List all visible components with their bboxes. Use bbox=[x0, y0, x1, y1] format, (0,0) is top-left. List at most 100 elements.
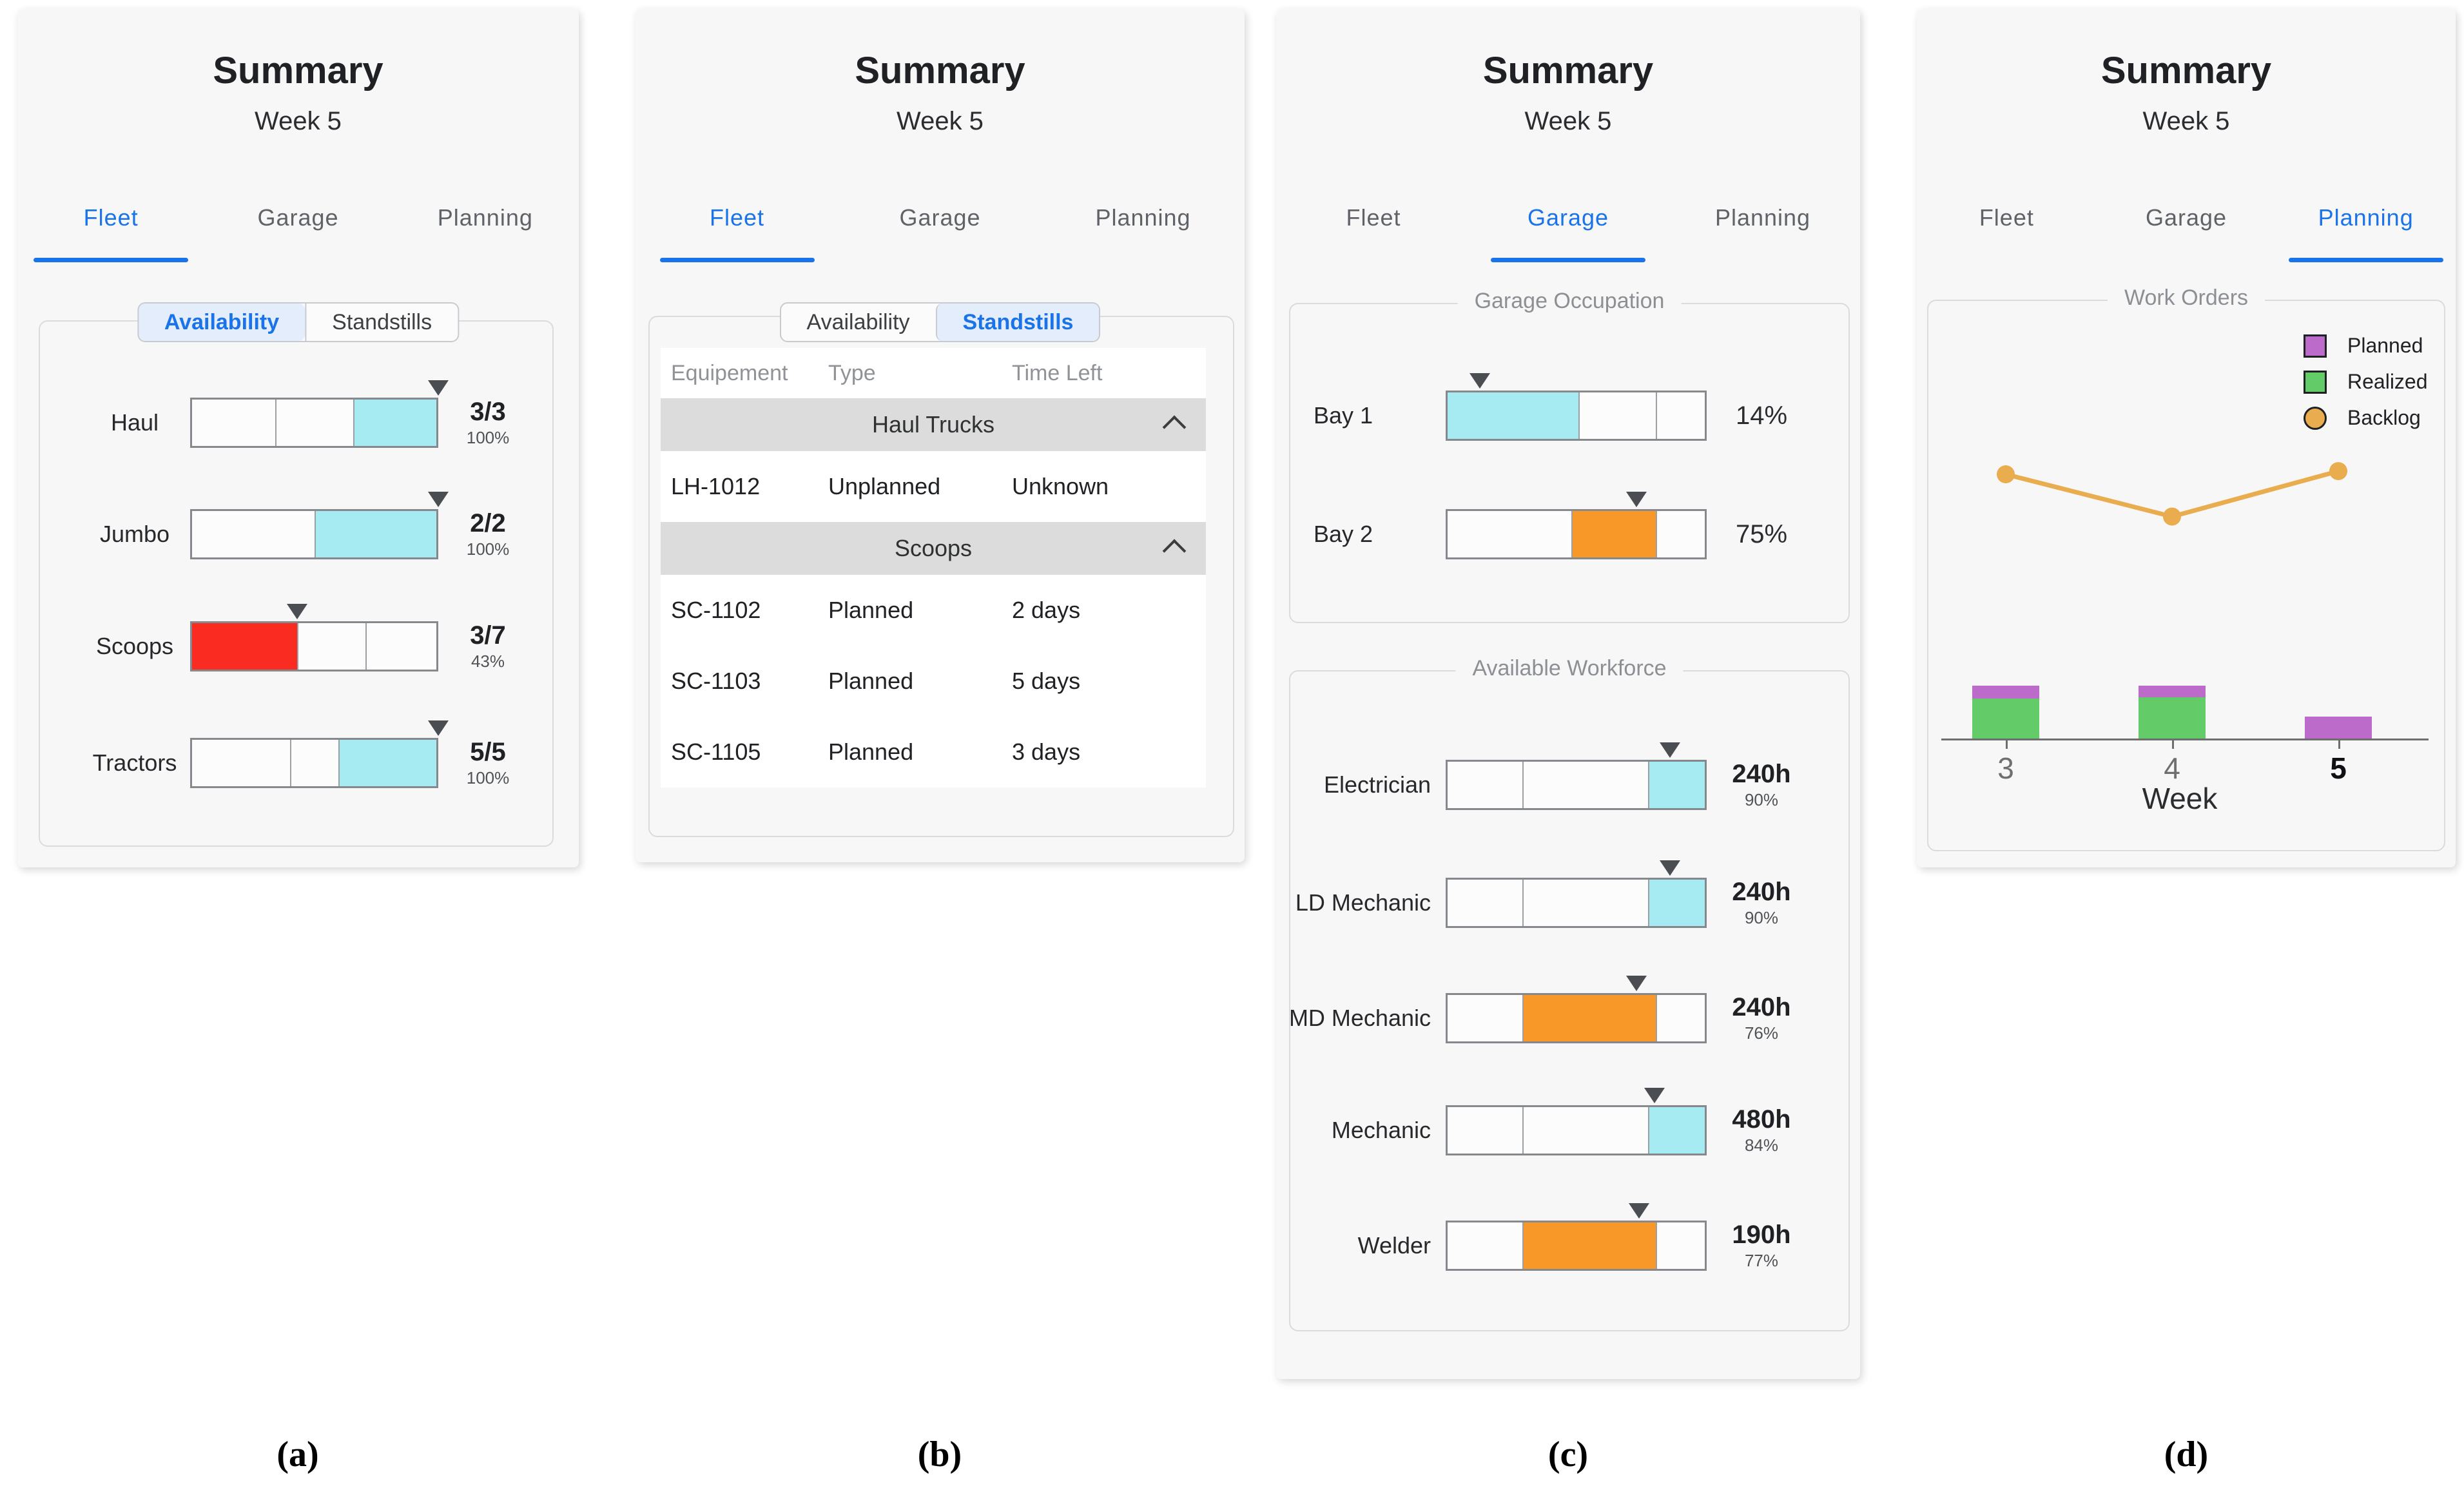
cell-type: Unplanned bbox=[828, 473, 941, 499]
cell-type: Planned bbox=[828, 739, 914, 765]
bar-segment-orange bbox=[1522, 1222, 1656, 1269]
garage-occupation-rows: Bay 1 14% Bay 2 75% bbox=[1276, 9, 1860, 1379]
bar-row-label: Bay 2 bbox=[1313, 521, 1373, 547]
bar-realized-week-3 bbox=[1972, 698, 2039, 739]
table-group-header-haul-trucks[interactable]: Haul Trucks bbox=[661, 398, 1206, 451]
table-row: LH-1012 Unplanned Unknown bbox=[661, 451, 1206, 522]
bar-segment-white bbox=[1448, 511, 1571, 557]
bar-segment-white bbox=[1656, 1222, 1705, 1269]
cell-type: Planned bbox=[828, 597, 914, 623]
target-marker-icon bbox=[1628, 1203, 1649, 1219]
chevron-up-icon[interactable] bbox=[1162, 415, 1187, 439]
page-title: Summary bbox=[2100, 50, 2272, 92]
bar-row-jumbo: Jumbo 2/2 100% bbox=[17, 492, 579, 559]
available-workforce-rows: Electrician 240h 90% LD Mechanic 240h 90% MD M… bbox=[1276, 9, 1860, 1379]
legend-realized-swatch-icon bbox=[2304, 370, 2327, 394]
bar-segment-cyan bbox=[353, 400, 436, 446]
active-tab-indicator bbox=[659, 258, 815, 262]
backlog-line bbox=[2005, 468, 2339, 519]
week-subtitle: Week 5 bbox=[255, 107, 342, 135]
bar-segment-white bbox=[192, 740, 290, 786]
toggle-chip-availability[interactable]: Availability bbox=[138, 304, 306, 341]
tab-garage[interactable]: Garage bbox=[839, 193, 1042, 262]
x-tick-label-3: 3 bbox=[1997, 751, 2014, 785]
tab-planning[interactable]: Planning bbox=[392, 193, 579, 262]
legend-backlog-swatch-icon bbox=[2304, 406, 2327, 430]
bar-segment-cyan bbox=[1448, 392, 1579, 439]
bar-value: 3/7 43% bbox=[443, 621, 533, 671]
bar-row-label: Electrician bbox=[1323, 771, 1431, 798]
value-percent: 100% bbox=[466, 428, 510, 447]
capacity-bar bbox=[1446, 1221, 1707, 1271]
value-main: 5/5 bbox=[470, 738, 506, 766]
toggle-chip-availability[interactable]: Availability bbox=[806, 310, 910, 334]
tab-label: Planning bbox=[437, 204, 533, 231]
column-header-time-left: Time Left bbox=[1012, 360, 1103, 385]
toggle-chip-standstills[interactable]: Standstills bbox=[305, 304, 458, 341]
target-marker-icon bbox=[1625, 492, 1647, 507]
tab-planning[interactable]: Planning bbox=[1665, 193, 1860, 262]
tab-fleet[interactable]: Fleet bbox=[1917, 193, 2097, 262]
bar-segment-white bbox=[1578, 392, 1656, 439]
target-marker-icon bbox=[1644, 1088, 1665, 1103]
tab-planning[interactable]: Planning bbox=[1042, 193, 1245, 262]
tab-garage[interactable]: Garage bbox=[204, 193, 391, 262]
value-main: 14% bbox=[1735, 401, 1788, 430]
tab-bar: Fleet Garage Planning bbox=[17, 193, 579, 262]
bar-segment-white bbox=[1656, 511, 1705, 557]
bar-segment-white bbox=[1448, 762, 1522, 808]
garage-occupation-card: Garage Occupation bbox=[1289, 289, 1850, 623]
bar-segment-white bbox=[1656, 392, 1705, 439]
tab-label: Planning bbox=[1714, 204, 1811, 231]
tab-fleet[interactable]: Fleet bbox=[635, 193, 839, 262]
page-title: Summary bbox=[855, 50, 1025, 92]
target-marker-icon bbox=[1469, 373, 1490, 389]
figure-caption-d: (d) bbox=[2164, 1434, 2209, 1474]
tab-garage[interactable]: Garage bbox=[1471, 193, 1665, 262]
bar-row-electrician: Electrician 240h 90% bbox=[1276, 742, 1860, 810]
tab-fleet[interactable]: Fleet bbox=[1276, 193, 1471, 262]
chevron-up-icon[interactable] bbox=[1162, 539, 1187, 563]
figure-caption-c: (c) bbox=[1547, 1434, 1589, 1474]
bar-row-scoops: Scoops 3/7 43% bbox=[17, 604, 579, 671]
bar-segment-cyan bbox=[1648, 880, 1705, 926]
toggle-chip-standstills[interactable]: Standstills bbox=[935, 304, 1100, 341]
bar-row-tractors: Tractors 5/5 100% bbox=[17, 720, 579, 788]
bar-segment-cyan bbox=[1648, 762, 1705, 808]
x-axis-tick bbox=[2006, 739, 2008, 749]
capacity-bar bbox=[190, 398, 438, 448]
bar-row-label: Haul bbox=[110, 409, 159, 436]
cell-equipment: SC-1105 bbox=[671, 739, 761, 765]
bar-row-bay-2: Bay 2 75% bbox=[1276, 492, 1860, 559]
table-group-header-scoops[interactable]: Scoops bbox=[661, 522, 1206, 575]
bar-row-haul: Haul 3/3 100% bbox=[17, 380, 579, 448]
cell-time-left: 5 days bbox=[1012, 668, 1081, 694]
value-main: 2/2 bbox=[470, 509, 506, 537]
bar-segment-white bbox=[1448, 995, 1522, 1041]
bar-planned-week-5 bbox=[2305, 716, 2372, 739]
bar-row-label: Welder bbox=[1357, 1232, 1431, 1259]
cell-time-left: 3 days bbox=[1012, 739, 1081, 765]
value-percent: 76% bbox=[1744, 1023, 1779, 1043]
tab-planning[interactable]: Planning bbox=[2276, 193, 2456, 262]
bar-segment-white bbox=[289, 740, 339, 786]
bar-value: 3/3 100% bbox=[443, 398, 533, 448]
tab-fleet[interactable]: Fleet bbox=[17, 193, 204, 262]
value-main: 75% bbox=[1735, 520, 1788, 548]
backlog-point-week-3 bbox=[1997, 465, 2015, 483]
active-tab-indicator bbox=[1491, 258, 1645, 262]
group-label: Haul Trucks bbox=[871, 411, 995, 438]
bar-row-label: Scoops bbox=[95, 633, 174, 659]
bar-segment-white bbox=[365, 623, 436, 670]
capacity-bar bbox=[190, 621, 438, 671]
target-marker-icon bbox=[428, 492, 449, 507]
cell-equipment: SC-1103 bbox=[671, 668, 761, 694]
tab-label: Planning bbox=[1095, 204, 1191, 231]
tab-garage[interactable]: Garage bbox=[2097, 193, 2276, 262]
value-main: 240h bbox=[1732, 993, 1791, 1021]
backlog-point-week-5 bbox=[2329, 462, 2347, 481]
column-header-type: Type bbox=[828, 360, 876, 385]
standstills-table: Equipement Type Time Left Haul Trucks LH-101… bbox=[661, 348, 1206, 787]
bar-segment-white bbox=[1522, 1107, 1649, 1154]
tab-label: Fleet bbox=[83, 204, 139, 231]
